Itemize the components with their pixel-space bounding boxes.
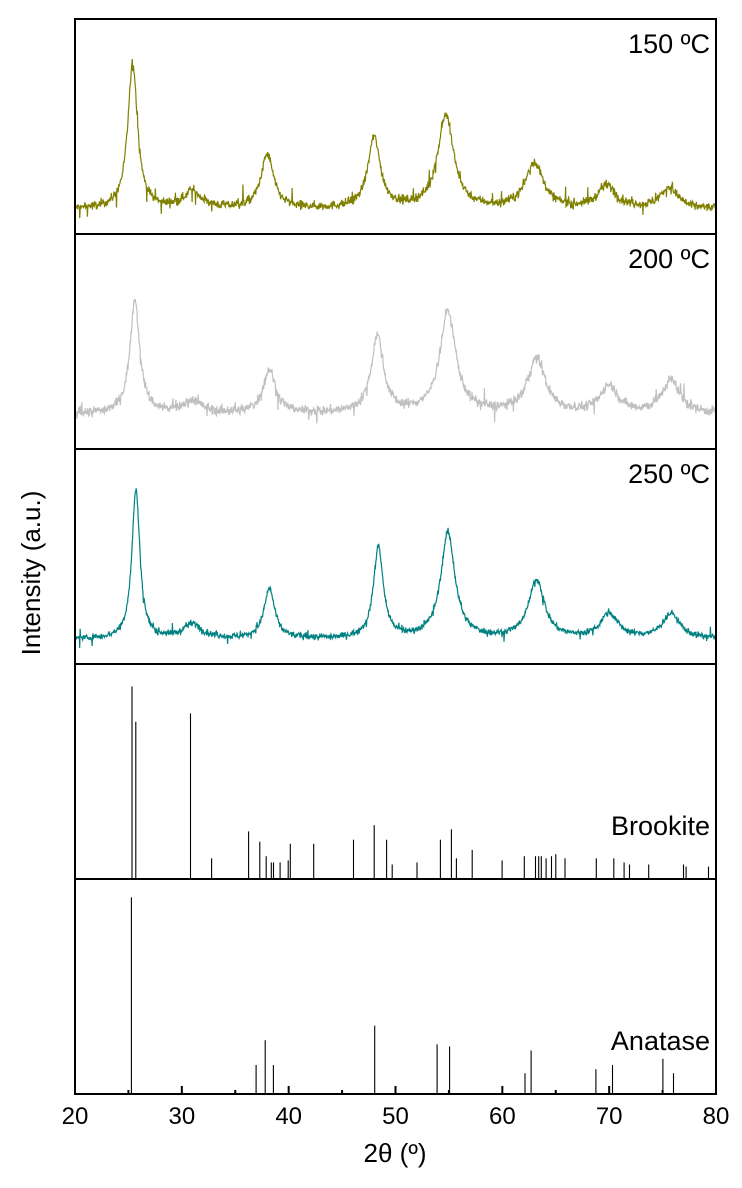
panel-150-c: 150 ºC bbox=[74, 18, 717, 235]
chart-panels: 150 ºC 200 ºC 250 ºC Brookite Anatase bbox=[74, 18, 717, 1095]
x-axis: 20 30 40 50 60 70 80 bbox=[62, 1086, 730, 1130]
panel-label: 200 ºC bbox=[628, 244, 710, 274]
panel-label: 250 ºC bbox=[628, 459, 710, 489]
x-tick-label: 30 bbox=[168, 1103, 195, 1130]
x-tick-label: 70 bbox=[596, 1103, 623, 1130]
x-tick-label: 40 bbox=[275, 1103, 302, 1130]
panel-anatase: Anatase bbox=[74, 878, 717, 1095]
panel-frame bbox=[74, 878, 717, 1095]
panel-label: Anatase bbox=[611, 1026, 710, 1056]
x-tick-label: 20 bbox=[62, 1103, 89, 1130]
x-tick-label: 50 bbox=[382, 1103, 409, 1130]
y-axis-label: Intensity (a.u.) bbox=[16, 491, 46, 656]
x-tick-label: 60 bbox=[489, 1103, 516, 1130]
panel-label: 150 ºC bbox=[628, 29, 710, 59]
panel-label: Brookite bbox=[611, 811, 710, 841]
panel-200-c: 200 ºC bbox=[74, 233, 717, 450]
panel-frame bbox=[74, 233, 717, 450]
panel-250-c: 250 ºC bbox=[74, 448, 717, 665]
x-tick-label: 80 bbox=[703, 1103, 730, 1130]
panel-brookite: Brookite bbox=[74, 663, 717, 880]
series-line-150-c bbox=[74, 58, 717, 219]
series-line-200-c bbox=[74, 298, 717, 424]
series-line-250-c bbox=[74, 488, 717, 648]
panel-frame bbox=[74, 663, 717, 880]
x-axis-label: 2θ (º) bbox=[364, 1138, 427, 1168]
